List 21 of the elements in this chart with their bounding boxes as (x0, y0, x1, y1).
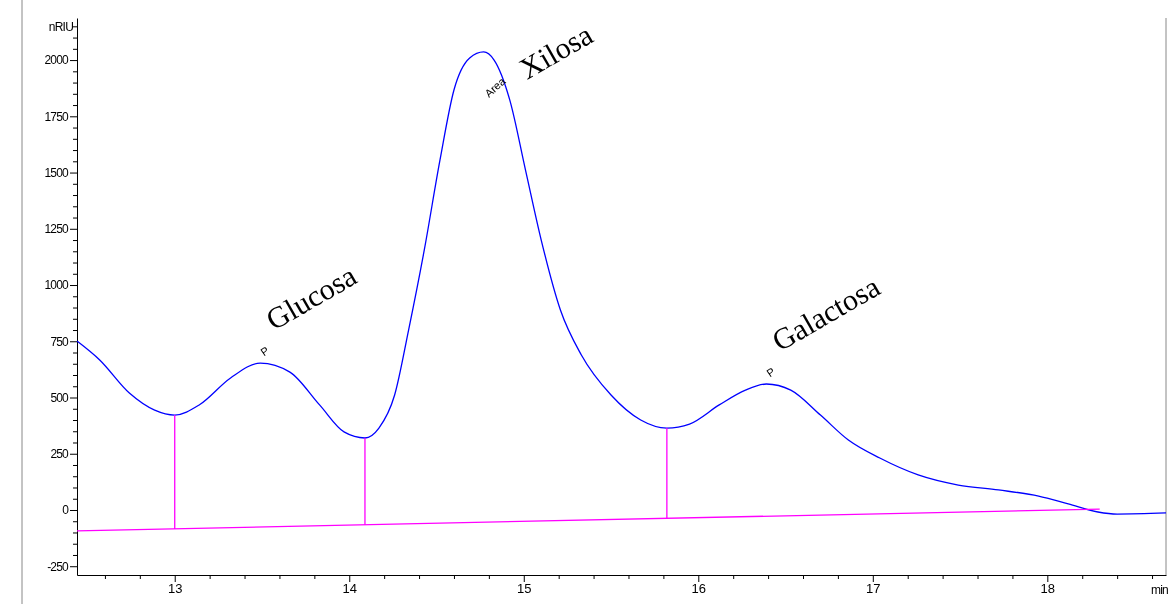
y-tick-label: 2000 (44, 53, 70, 68)
y-tick-label: 750 (50, 334, 70, 349)
x-tick-label: 16 (691, 581, 707, 597)
annotation: P (258, 344, 272, 359)
y-tick-label: 1000 (44, 278, 70, 293)
y-axis-title: nRIU (48, 20, 74, 34)
y-tick-label: 250 (50, 447, 70, 462)
y-tick-label: 1250 (44, 222, 70, 237)
x-tick-label: 14 (342, 581, 357, 597)
x-tick-label: 17 (866, 581, 881, 597)
x-axis-title: min (1151, 583, 1169, 597)
y-tick-label: 0 (62, 503, 70, 518)
y-tick-label: 500 (50, 390, 70, 405)
x-tick-label: 15 (517, 581, 532, 597)
annotation: P (764, 365, 778, 380)
annotation: Xilosa (513, 17, 598, 86)
x-tick-label: 13 (168, 581, 183, 597)
y-tick-label: 1500 (44, 165, 70, 180)
x-tick-label: 18 (1040, 581, 1056, 597)
y-tick-label: -250 (47, 559, 70, 574)
y-tick-label: 1750 (44, 109, 70, 124)
